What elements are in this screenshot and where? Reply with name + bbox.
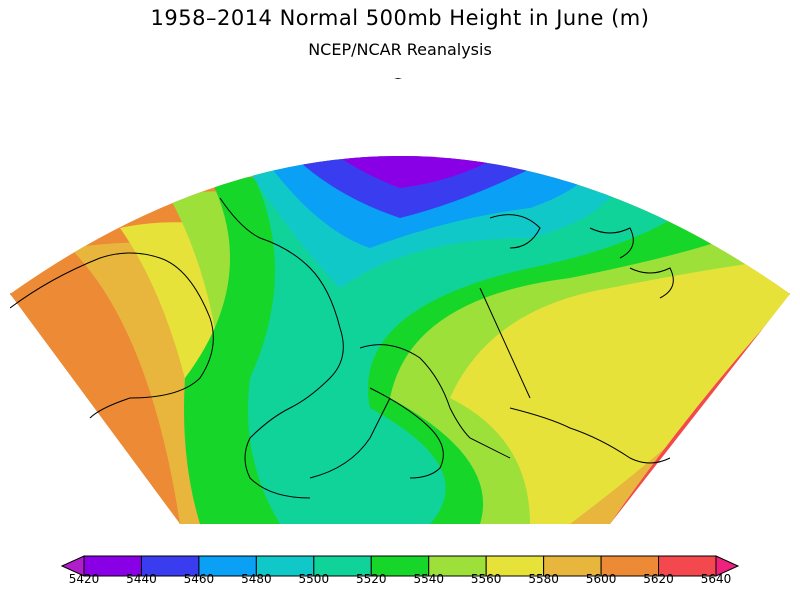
band-5420 <box>280 156 540 188</box>
height-map <box>10 78 790 524</box>
colorbar-tick-label: 5520 <box>355 572 387 586</box>
colorbar-tick-label: 5600 <box>585 572 617 586</box>
coastlines <box>10 197 674 499</box>
map-subtitle: NCEP/NCAR Reanalysis <box>308 40 492 59</box>
outside-bottom-left <box>10 294 180 524</box>
colorbar-tick-label: 5440 <box>126 572 157 586</box>
colorbar-tick-label: 5640 <box>700 572 732 586</box>
colorbar-arrow-high <box>715 555 740 577</box>
colorbar-tick-label: 5480 <box>241 572 272 586</box>
colorbar <box>60 555 740 577</box>
colorbar-tick-label: 5540 <box>413 572 444 586</box>
colorbar-tick-label: 5620 <box>643 572 674 586</box>
colorbar-tick-label: 5500 <box>298 572 330 586</box>
colorbar-tick-label: 5560 <box>470 572 502 586</box>
outside-left <box>10 78 398 294</box>
map-title: 1958–2014 Normal 500mb Height in June (m… <box>150 6 650 30</box>
outside-right <box>398 78 790 294</box>
outside-bottom-right <box>610 294 790 524</box>
colorbar-tick-label: 5580 <box>528 572 559 586</box>
colorbar-tick-label: 5460 <box>183 572 215 586</box>
colorbar-tick-label: 5420 <box>68 572 100 586</box>
